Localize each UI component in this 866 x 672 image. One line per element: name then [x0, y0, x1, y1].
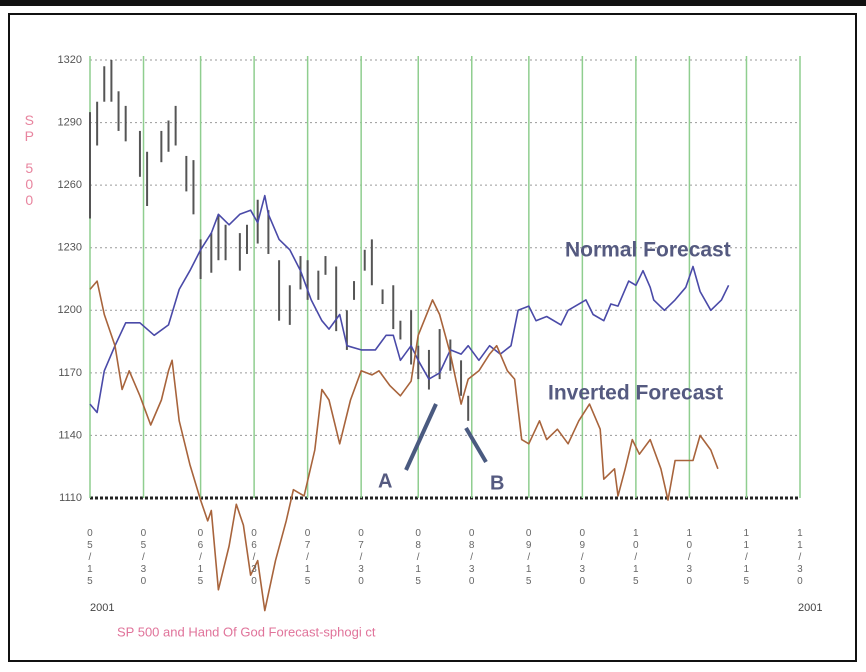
year-label: 2001 [90, 602, 114, 614]
y-axis-label: SP 500 [21, 112, 37, 208]
top-bar [0, 0, 866, 6]
x-tick-label: 10/15 [630, 528, 641, 588]
x-tick-label: 08/15 [413, 528, 424, 588]
annotation: Inverted Forecast [548, 382, 723, 405]
y-tick-label: 1260 [58, 179, 82, 191]
pointer-a [404, 403, 438, 471]
x-tick-label: 09/30 [577, 528, 588, 588]
pointer-b [464, 426, 488, 464]
y-tick-label: 1290 [58, 116, 82, 128]
marks [89, 60, 730, 612]
x-tick-label: 07/15 [302, 528, 313, 588]
annotation: B [490, 472, 504, 494]
x-tick-label: 09/15 [523, 528, 534, 588]
grid [89, 56, 801, 500]
plot-area [90, 56, 800, 498]
x-tick-label: 05/30 [138, 528, 149, 588]
x-tick-label: 06/30 [248, 528, 259, 588]
forecast-line [89, 194, 730, 414]
forecast-line [89, 280, 719, 612]
x-tick-label: 11/30 [794, 528, 805, 588]
y-tick-label: 1170 [58, 367, 82, 379]
x-tick-label: 05/15 [84, 528, 95, 588]
y-tick-label: 1320 [58, 54, 82, 66]
annotation: A [378, 470, 392, 492]
year-label: 2001 [798, 602, 822, 614]
y-tick-label: 1110 [59, 492, 82, 504]
frame [8, 13, 857, 662]
x-tick-label: 08/30 [466, 528, 477, 588]
x-tick-label: 06/15 [195, 528, 206, 588]
annotation: Normal Forecast [565, 239, 731, 262]
y-tick-label: 1140 [58, 429, 82, 441]
caption: SP 500 and Hand Of God Forecast-sphogi c… [117, 624, 376, 639]
x-tick-label: 10/30 [684, 528, 695, 588]
y-tick-label: 1200 [58, 304, 82, 316]
x-tick-label: 07/30 [356, 528, 367, 588]
x-tick-label: 11/15 [741, 528, 752, 588]
labels: 1110 1140 1170 1200 1230 1260 1290 1320 05/15 05/… [58, 54, 806, 588]
y-tick-label: 1230 [58, 242, 82, 254]
